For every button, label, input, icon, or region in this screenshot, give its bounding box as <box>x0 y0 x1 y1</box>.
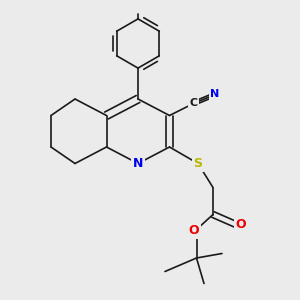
Text: O: O <box>235 218 246 232</box>
Text: O: O <box>189 224 200 238</box>
Text: N: N <box>211 88 220 99</box>
Text: S: S <box>194 157 202 170</box>
Text: N: N <box>133 157 143 170</box>
Text: C: C <box>189 98 198 109</box>
